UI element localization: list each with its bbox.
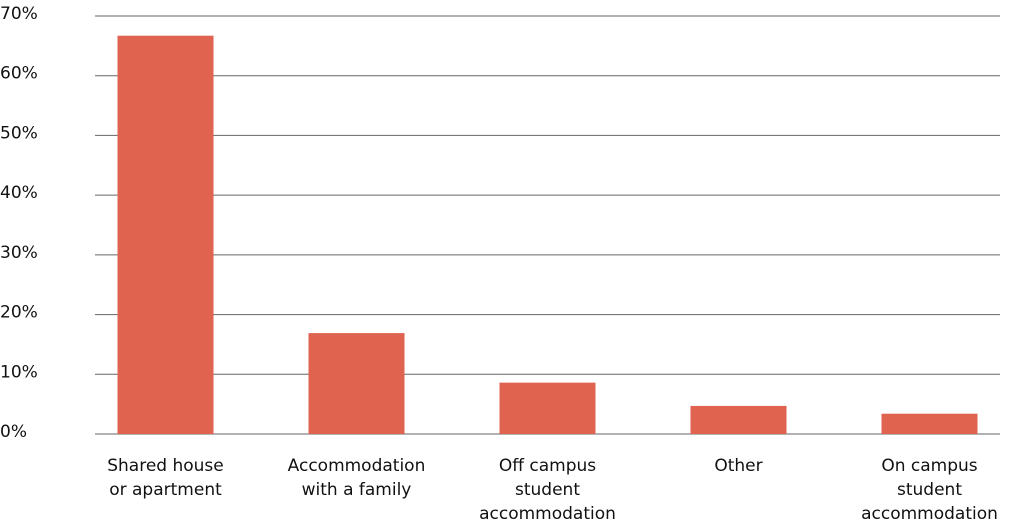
bar	[308, 333, 405, 434]
y-tick-label: 20%	[0, 303, 38, 323]
x-tick-label: student	[515, 480, 580, 500]
y-tick-label: 50%	[0, 123, 38, 143]
bar	[690, 405, 787, 434]
x-tick-label: accommodation	[479, 504, 616, 524]
x-tick-label: Shared house	[107, 456, 224, 476]
x-tick-label: Accommodation	[288, 456, 426, 476]
y-tick-label: 0%	[0, 422, 27, 442]
y-tick-label: 40%	[0, 183, 38, 203]
x-tick-label: or apartment	[109, 480, 222, 500]
x-tick-label: accommodation	[861, 504, 998, 524]
bar	[117, 35, 214, 434]
y-tick-label: 30%	[0, 243, 38, 263]
bar	[881, 413, 978, 434]
x-tick-label: On campus	[881, 456, 977, 476]
x-tick-label: student	[897, 480, 962, 500]
y-tick-label: 10%	[0, 362, 38, 382]
y-tick-label: 60%	[0, 64, 38, 84]
x-tick-label: with a family	[302, 480, 412, 500]
y-tick-label: 70%	[0, 4, 38, 24]
x-tick-label: Off campus	[499, 456, 596, 476]
x-tick-label: Other	[714, 456, 762, 476]
bar	[499, 382, 596, 434]
